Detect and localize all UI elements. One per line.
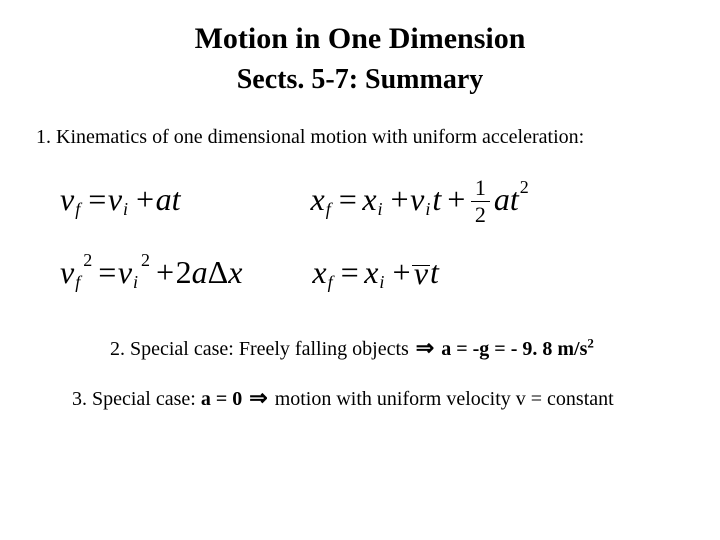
eq3-x: x — [228, 254, 242, 291]
eq3-v: v — [60, 254, 74, 291]
eq4-x: x — [312, 254, 326, 291]
eq3-sub-f: f — [75, 272, 80, 293]
point2-pre: 2. Special case: Freely falling objects — [110, 338, 414, 360]
equation-xf-vbar: x f = x i + v t — [312, 254, 439, 291]
eq1-equals: = — [86, 181, 108, 218]
eq4-v: v — [414, 268, 428, 279]
eq2-equals: = — [337, 181, 359, 218]
equation-row-2: v f 2 = v i 2 + 2 a Δ x x f = x i + — [60, 254, 680, 291]
eq3-vi: v — [118, 254, 132, 291]
equation-vf: v f = v i + a t — [60, 181, 181, 218]
eq2-sub-vi: i — [425, 199, 430, 220]
eq1-sub-f: f — [75, 199, 80, 220]
equation-xf: x f = x i + v i t + 1 2 a t 2 — [311, 175, 529, 224]
page-subtitle: Sects. 5-7: Summary — [40, 64, 680, 96]
point3-a0: a = 0 — [201, 388, 247, 410]
equation-row-1: v f = v i + a t x f = x i + v i t + — [60, 175, 680, 224]
eq3-p2b: 2 — [141, 250, 150, 271]
eq4-vbar: v — [412, 265, 430, 279]
eq1-a: a — [156, 181, 172, 218]
eq1-t: t — [172, 181, 181, 218]
slide: Motion in One Dimension Sects. 5-7: Summ… — [0, 0, 720, 540]
equation-vf2: v f 2 = v i 2 + 2 a Δ x — [60, 254, 242, 291]
eq2-x: x — [311, 181, 325, 218]
eq3-sub-i: i — [133, 272, 138, 293]
eq3-two: 2 — [176, 254, 192, 291]
eq2-v: v — [410, 181, 424, 218]
point-1: 1. Kinematics of one dimensional motion … — [36, 126, 680, 149]
eq4-equals: = — [339, 254, 361, 291]
eq4-sub-i: i — [379, 272, 384, 293]
implies-icon: ⇒ — [414, 335, 436, 360]
eq2-half: 1 2 — [471, 177, 490, 226]
eq2-plus2: + — [445, 181, 467, 218]
eq1-vi: v — [108, 181, 122, 218]
eq4-t: t — [430, 254, 439, 291]
implies-icon-2: ⇒ — [247, 385, 269, 410]
eq3-equals: = — [96, 254, 118, 291]
eq2-sub-i: i — [378, 199, 383, 220]
eq2-frac-den: 2 — [471, 201, 490, 226]
eq4-sub-f: f — [328, 272, 333, 293]
point3-post: motion with uniform velocity v = constan… — [270, 388, 614, 410]
eq3-plus: + — [154, 254, 176, 291]
eq2-sq: 2 — [520, 177, 529, 198]
page-title: Motion in One Dimension — [40, 22, 680, 56]
eq3-p2a: 2 — [83, 250, 92, 271]
eq1-plus: + — [134, 181, 156, 218]
point3-pre: 3. Special case: — [72, 388, 201, 410]
eq2-sub-f: f — [326, 199, 331, 220]
eq2-frac-num: 1 — [471, 177, 490, 201]
eq2-plus: + — [389, 181, 411, 218]
eq1-v: v — [60, 181, 74, 218]
eq3-a: a — [192, 254, 208, 291]
eq3-delta: Δ — [208, 254, 229, 291]
eq2-t1: t — [432, 181, 441, 218]
eq4-xi: x — [364, 254, 378, 291]
eq4-plus: + — [390, 254, 412, 291]
point-3: 3. Special case: a = 0 ⇒ motion with uni… — [72, 385, 680, 411]
eq2-t2: t — [510, 181, 519, 218]
eq2-xi: x — [362, 181, 376, 218]
point-2: 2. Special case: Freely falling objects … — [110, 335, 680, 361]
eq1-sub-i: i — [123, 199, 128, 220]
point2-mid: a = -g = - 9. 8 m/s — [436, 338, 587, 360]
eq2-a: a — [494, 181, 510, 218]
point2-sup: 2 — [587, 335, 594, 350]
